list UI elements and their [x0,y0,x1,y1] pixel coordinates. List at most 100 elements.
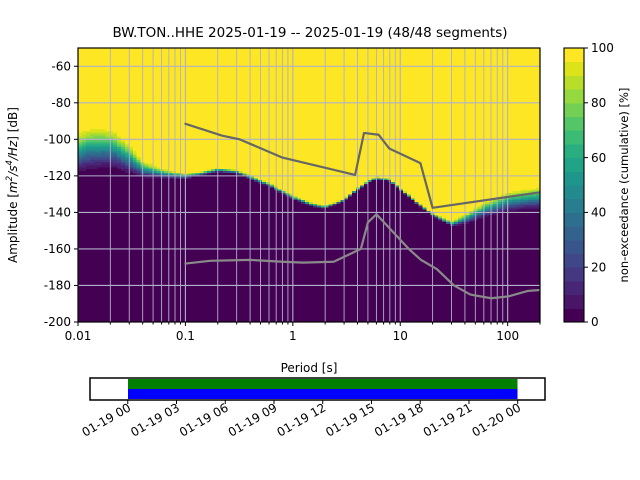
heatmap-cell [171,58,177,62]
heatmap-cell [101,265,107,268]
heatmap-cell [191,100,197,104]
heatmap-cell [97,88,103,91]
heatmap-cell [97,77,103,80]
heatmap-cell [97,164,103,168]
heatmap-cell [164,60,169,64]
heatmap-cell [152,205,157,208]
heatmap-cell [160,265,165,268]
heatmap-cell [105,141,110,144]
heatmap-cell [85,174,91,177]
heatmap-cell [179,314,185,318]
heatmap-cell [97,263,103,266]
heatmap-cell [152,199,157,203]
heatmap-cell [203,285,208,288]
heatmap-cell [168,185,173,188]
heatmap-cell [132,139,138,142]
heatmap-cell [136,126,142,129]
heatmap-cell [160,51,165,55]
heatmap-cell [97,49,103,53]
heatmap-cell [203,236,208,239]
heatmap-cell [113,135,118,139]
heatmap-cell [191,316,197,319]
heatmap-cell [117,269,122,272]
heatmap-cell [93,250,99,254]
heatmap-cell [105,223,110,226]
heatmap-cell [121,168,126,171]
heatmap-cell [144,157,150,161]
heatmap-cell [207,245,212,248]
heatmap-cell [128,66,134,69]
heatmap-cell [136,247,142,250]
heatmap-cell [199,159,204,162]
heatmap-cell [144,113,150,117]
heatmap-cell [93,150,99,153]
heatmap-cell [171,111,177,115]
heatmap-cell [144,185,150,188]
heatmap-cell [101,79,107,82]
heatmap-cell [136,227,142,230]
heatmap-cell [207,278,212,281]
heatmap-cell [207,252,212,256]
heatmap-cell [156,73,161,76]
heatmap-cell [156,281,161,285]
heatmap-cell [121,205,126,208]
heatmap-cell [179,296,185,299]
heatmap-cell [203,230,208,234]
heatmap-cell [124,190,130,193]
heatmap-cell [152,320,157,322]
heatmap-cell [109,300,114,303]
heatmap-cell [152,192,157,195]
heatmap-cell [117,303,122,307]
heatmap-cell [187,69,193,73]
heatmap-cell [132,48,138,51]
heatmap-cell [156,201,161,204]
heatmap-cell [132,248,138,252]
heatmap-cell [164,122,169,126]
heatmap-cell [160,239,165,243]
heatmap-cell [121,90,126,93]
heatmap-cell [164,119,169,122]
heatmap-cell [101,135,107,139]
heatmap-cell [203,126,208,129]
heatmap-cell [191,309,197,312]
heatmap-cell [89,256,95,259]
heatmap-cell [121,113,126,117]
heatmap-cell [85,221,91,224]
heatmap-cell [168,88,173,91]
heatmap-cell [168,104,173,108]
heatmap-cell [105,115,110,119]
heatmap-cell [179,69,185,73]
heatmap-cell [97,137,103,140]
heatmap-cell [187,195,193,199]
heatmap-cell [132,170,138,173]
heatmap-cell [124,300,130,303]
heatmap-cell [152,90,157,93]
heatmap-cell [144,214,150,217]
heatmap-cell [136,58,142,62]
heatmap-cell [136,274,142,277]
heatmap-cell [132,212,138,215]
heatmap-cell [191,292,197,296]
heatmap-cell [89,155,95,159]
heatmap-cell [109,137,114,140]
heatmap-cell [105,214,110,217]
heatmap-cell [128,265,134,268]
heatmap-cell [85,289,91,292]
heatmap-cell [156,57,161,60]
heatmap-cell [203,303,208,307]
heatmap-cell [148,206,153,210]
heatmap-cell [105,135,110,139]
heatmap-cell [117,212,122,215]
heatmap-cell [132,99,138,102]
heatmap-cell [179,141,185,144]
heatmap-cell [171,170,177,173]
heatmap-cell [160,217,165,221]
heatmap-cell [124,234,130,237]
heatmap-cell [199,183,204,186]
heatmap-cell [144,199,150,203]
heatmap-cell [113,77,118,80]
heatmap-cell [117,48,122,51]
heatmap-cell [164,261,169,265]
heatmap-cell [160,289,165,292]
heatmap-cell [168,316,173,319]
